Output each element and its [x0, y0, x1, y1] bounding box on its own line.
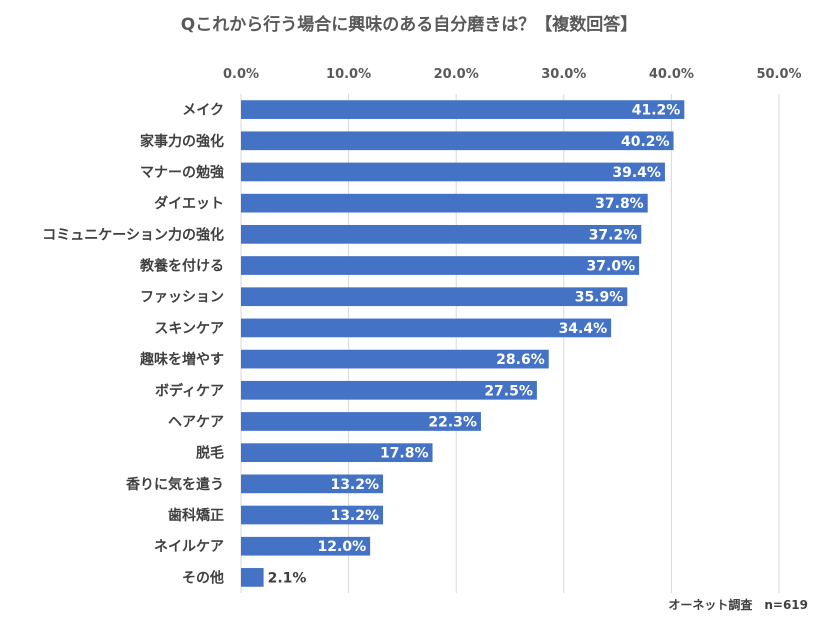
category-label: マナーの勉強: [140, 164, 224, 181]
category-label: その他: [182, 569, 224, 586]
bar: [241, 349, 549, 369]
data-label: 39.4%: [612, 165, 661, 181]
x-tick-label: 10.0%: [326, 67, 371, 82]
category-label: 教養を付ける: [140, 258, 224, 275]
x-tick-label: 50.0%: [756, 67, 801, 82]
data-label: 37.2%: [589, 227, 638, 243]
data-label: 41.2%: [632, 103, 681, 119]
data-label: 17.8%: [380, 446, 429, 462]
data-label: 13.2%: [330, 508, 379, 524]
x-axis-ticks: 0.0% 10.0% 20.0% 30.0% 40.0% 50.0%: [223, 67, 802, 82]
category-label: 歯科矯正: [168, 507, 224, 524]
bars: [241, 100, 685, 587]
category-label: コミュニケーション力の強化: [42, 226, 224, 243]
bar: [241, 318, 612, 338]
bar: [241, 568, 264, 587]
bar: [241, 443, 433, 463]
category-label: ネイルケア: [154, 539, 224, 555]
data-label: 13.2%: [330, 477, 379, 493]
bar: [241, 380, 537, 400]
category-label: 脱毛: [196, 445, 224, 462]
category-label: 家事力の強化: [140, 133, 224, 150]
x-tick-label: 40.0%: [649, 67, 694, 82]
x-tick-label: 0.0%: [223, 67, 259, 82]
category-labels: メイク家事力の強化マナーの勉強ダイエットコミュニケーション力の強化教養を付けるフ…: [42, 103, 224, 587]
category-label: ボディケア: [155, 382, 224, 399]
bar: [241, 287, 628, 307]
x-tick-label: 20.0%: [434, 67, 479, 82]
bar: [241, 256, 640, 275]
category-label: 香りに気を遣う: [125, 476, 224, 493]
bar: [241, 162, 665, 182]
survey-footnote: オーネット調査 n=619: [668, 597, 808, 612]
category-label: メイク: [182, 103, 224, 119]
data-label: 37.0%: [587, 259, 636, 275]
data-labels: 41.2% 40.2% 39.4% 37.8% 37.2% 37.0% 35.9% 34.4%…: [268, 103, 681, 587]
category-label: ファッション: [140, 290, 224, 306]
data-label: 27.5%: [484, 383, 533, 399]
data-label: 12.0%: [318, 539, 367, 555]
data-label: 2.1%: [268, 570, 307, 586]
bar: [241, 131, 674, 151]
bar: [241, 536, 371, 556]
chart-title: Qこれから行う場合に興味のある自分磨きは？【複数回答】: [181, 14, 637, 35]
category-label: ダイエット: [154, 195, 224, 212]
data-label: 22.3%: [428, 414, 477, 430]
bar: [241, 224, 642, 244]
category-label: 趣味を増やす: [139, 351, 224, 368]
data-label: 40.2%: [621, 134, 670, 150]
data-label: 37.8%: [595, 196, 644, 212]
x-tick-label: 30.0%: [541, 67, 586, 82]
category-label: スキンケア: [154, 321, 224, 337]
data-label: 28.6%: [496, 352, 545, 368]
data-label: 34.4%: [559, 321, 608, 337]
bar: [241, 505, 384, 525]
bar: [241, 193, 648, 213]
category-label: ヘアケア: [168, 414, 224, 430]
data-label: 35.9%: [575, 290, 624, 306]
bar: [241, 412, 481, 431]
bar: [241, 100, 685, 119]
bar: [241, 474, 384, 494]
